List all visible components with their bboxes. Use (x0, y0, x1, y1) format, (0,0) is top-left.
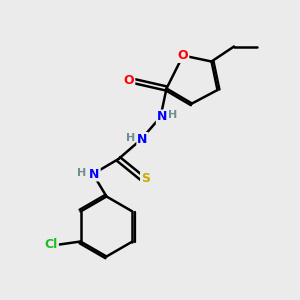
Text: H: H (169, 110, 178, 120)
Text: O: O (124, 74, 134, 88)
Text: N: N (137, 133, 148, 146)
Text: H: H (77, 167, 86, 178)
Text: N: N (157, 110, 167, 124)
Text: H: H (126, 133, 135, 143)
Text: S: S (141, 172, 150, 185)
Text: Cl: Cl (44, 238, 58, 251)
Text: N: N (89, 167, 100, 181)
Text: O: O (178, 49, 188, 62)
